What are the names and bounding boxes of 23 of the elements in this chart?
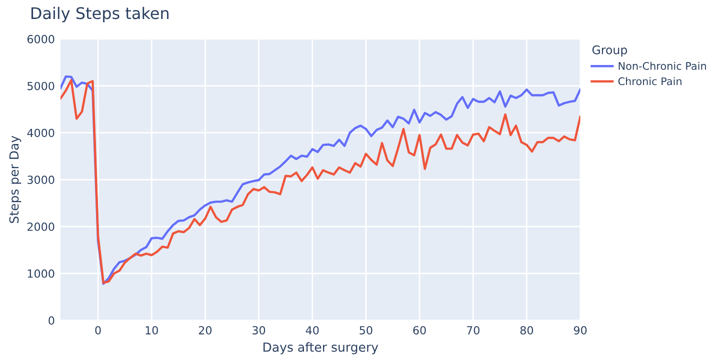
x-tick-label: 10 [146,326,158,334]
x-tick-label: 80 [520,326,534,334]
legend-title: Group [592,45,628,57]
x-tick-label: 20 [198,326,212,334]
y-axis-title: Steps per Day [9,136,22,223]
y-tick-label: 1000 [28,269,54,278]
legend-label: Chronic Pain [618,77,682,86]
x-axis-title: Days after surgery [264,342,378,354]
x-tick-label: 60 [413,326,426,334]
y-tick-label: 0 [48,316,54,325]
x-tick-label: 50 [360,326,372,334]
x-tick-label: 90 [574,326,587,334]
x-tick-label: 70 [466,326,480,334]
legend-label: Non-Chronic Pain [618,62,706,70]
x-tick-label: 30 [252,326,266,334]
y-tick-label: 2000 [28,222,54,231]
y-tick-label: 3000 [28,176,54,184]
y-tick-label: 5000 [28,82,54,90]
x-tick-label: 40 [306,326,319,334]
y-tick-label: 4000 [27,128,54,138]
y-tick-label: 6000 [27,34,54,44]
chart-title: Daily Steps taken [31,6,168,22]
x-tick-label: 0 [95,326,101,334]
